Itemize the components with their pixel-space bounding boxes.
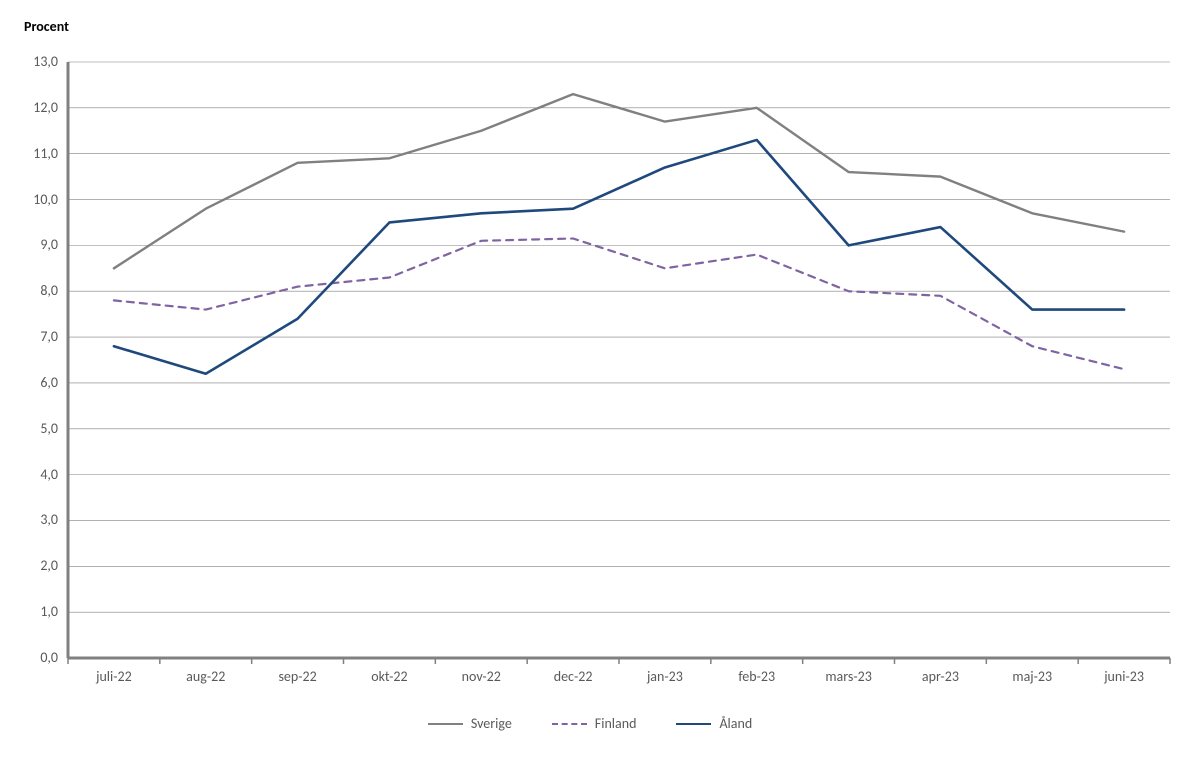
legend-item-åland: Åland	[676, 715, 752, 732]
x-tick-label: maj-23	[1012, 668, 1052, 685]
y-tick-label: 3,0	[0, 511, 58, 528]
legend-swatch	[676, 723, 711, 725]
x-tick-label: jan-23	[647, 668, 683, 685]
legend-label: Finland	[595, 715, 637, 732]
x-tick-label: juni-23	[1104, 668, 1144, 685]
legend-swatch	[428, 723, 463, 725]
y-tick-label: 10,0	[0, 191, 58, 208]
y-tick-label: 4,0	[0, 466, 58, 483]
x-tick-label: aug-22	[186, 668, 225, 685]
x-tick-label: okt-22	[371, 668, 407, 685]
chart-legend: Sverige Finland Åland	[0, 715, 1180, 732]
y-tick-label: 7,0	[0, 328, 58, 345]
legend-label: Åland	[719, 715, 752, 732]
y-tick-label: 11,0	[0, 145, 58, 162]
x-tick-label: sep-22	[278, 668, 316, 685]
series-line-finland	[114, 239, 1124, 370]
x-tick-label: juli-22	[96, 668, 132, 685]
x-tick-label: apr-23	[922, 668, 959, 685]
y-tick-label: 6,0	[0, 374, 58, 391]
series-line-sverige	[114, 94, 1124, 268]
legend-item-finland: Finland	[552, 715, 637, 732]
x-tick-label: nov-22	[462, 668, 501, 685]
y-tick-label: 8,0	[0, 282, 58, 299]
x-tick-label: mars-23	[825, 668, 871, 685]
y-tick-label: 0,0	[0, 649, 58, 666]
y-tick-label: 1,0	[0, 603, 58, 620]
legend-swatch	[552, 723, 587, 725]
y-tick-label: 9,0	[0, 236, 58, 253]
y-tick-label: 2,0	[0, 557, 58, 574]
x-tick-label: dec-22	[554, 668, 593, 685]
y-tick-label: 13,0	[0, 53, 58, 70]
y-tick-label: 5,0	[0, 420, 58, 437]
chart-plot-svg	[0, 0, 1180, 769]
inflation-line-chart: Procent 0,01,02,03,04,05,06,07,08,09,010…	[0, 0, 1180, 769]
y-tick-label: 12,0	[0, 99, 58, 116]
legend-item-sverige: Sverige	[428, 715, 512, 732]
legend-label: Sverige	[471, 715, 512, 732]
series-line-åland	[114, 140, 1124, 374]
x-tick-label: feb-23	[738, 668, 775, 685]
